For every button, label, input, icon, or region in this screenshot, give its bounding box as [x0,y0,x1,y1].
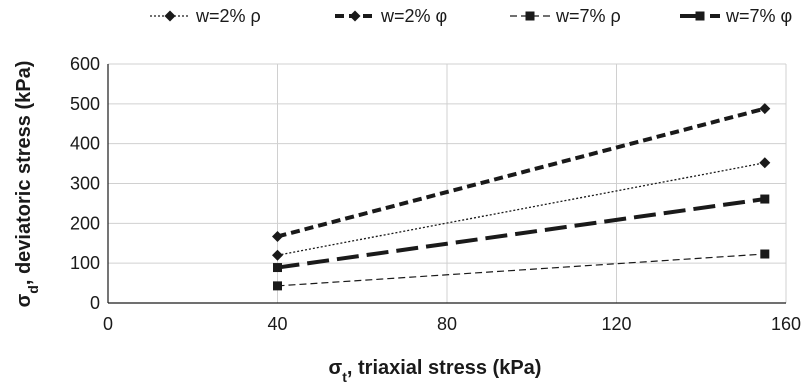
data-point [272,230,283,242]
data-point [273,263,282,273]
series-line [276,106,766,239]
legend-marker [525,11,535,21]
legend-marker [695,11,705,21]
series-1 [272,157,771,261]
x-tick-label: 40 [267,314,287,334]
legend-item: w=7% φ [680,6,792,26]
legend-item: w=2% ρ [150,6,261,26]
series-line [277,253,765,287]
y-tick-label: 400 [70,134,100,154]
series-3 [273,249,770,291]
x-tick-label: 0 [103,314,113,334]
x-tick-label: 80 [437,314,457,334]
legend-item: w=7% ρ [510,6,621,26]
legend-label: w=7% φ [725,6,792,26]
data-point [760,194,770,204]
legend-label: w=7% ρ [555,6,621,26]
y-tick-label: 500 [70,94,100,114]
x-tick-label: 120 [601,314,631,334]
axes [107,64,786,304]
legend: w=2% ρ w=2% φ w=7% ρ w=7% φ [150,6,792,26]
series-group [272,103,771,291]
legend-item: w=2% φ [335,6,447,26]
y-tick-label: 300 [70,174,100,194]
data-point [759,103,771,115]
data-point [759,157,771,169]
series-4 [273,194,770,273]
series-2 [272,103,771,242]
data-point [273,281,282,291]
legend-label: w=2% ρ [195,6,261,26]
y-tick-label: 100 [70,253,100,273]
legend-marker [164,10,176,22]
series-line [277,197,766,270]
y-tick-label: 600 [70,54,100,74]
legend-label: w=2% φ [380,6,447,26]
y-axis-title: σd, deviatoric stress (kPa) [13,61,41,308]
data-point [760,249,770,259]
legend-marker [349,10,361,22]
grid [108,63,787,303]
y-tick-label: 200 [70,213,100,233]
series-line [277,162,765,256]
y-tick-label: 0 [90,293,100,313]
x-tick-label: 160 [771,314,801,334]
data-point [272,249,283,261]
x-axis-title: σt, triaxial stress (kPa) [329,357,542,383]
ticks: 0 100 200 300 400 500 600 0 40 80 120 160 [70,54,801,334]
